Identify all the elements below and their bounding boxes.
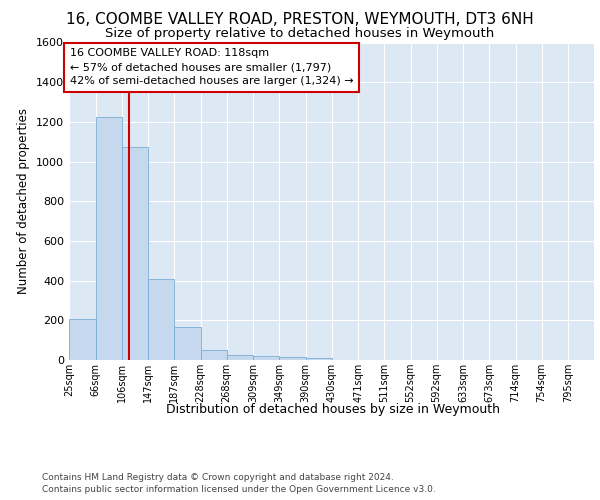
Bar [148,278,174,360]
Text: Size of property relative to detached houses in Weymouth: Size of property relative to detached ho… [106,28,494,40]
Bar [200,350,227,360]
Bar [279,357,305,360]
Text: 16 COOMBE VALLEY ROAD: 118sqm
← 57% of detached houses are smaller (1,797)
42% o: 16 COOMBE VALLEY ROAD: 118sqm ← 57% of d… [70,48,353,86]
Bar [174,328,200,360]
Bar [95,117,121,360]
Bar [121,146,148,360]
Y-axis label: Number of detached properties: Number of detached properties [17,108,31,294]
Bar [253,356,279,360]
Text: Contains public sector information licensed under the Open Government Licence v3: Contains public sector information licen… [42,485,436,494]
Bar [69,320,95,360]
Bar [227,355,253,360]
Text: Contains HM Land Registry data © Crown copyright and database right 2024.: Contains HM Land Registry data © Crown c… [42,472,394,482]
Text: 16, COOMBE VALLEY ROAD, PRESTON, WEYMOUTH, DT3 6NH: 16, COOMBE VALLEY ROAD, PRESTON, WEYMOUT… [66,12,534,28]
Bar [305,358,331,360]
Text: Distribution of detached houses by size in Weymouth: Distribution of detached houses by size … [166,402,500,415]
